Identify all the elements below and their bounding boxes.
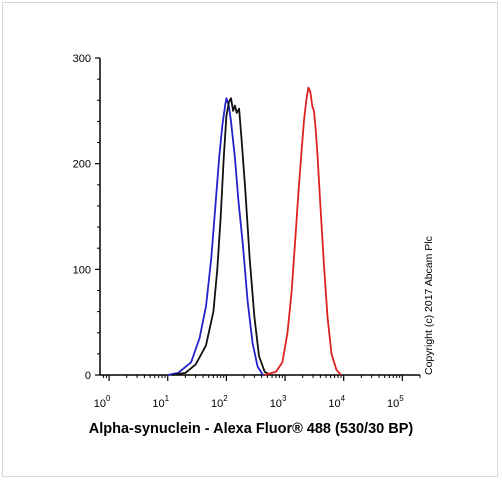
- x-tick-label: 100: [94, 394, 111, 410]
- y-tick-label: 100: [73, 264, 91, 276]
- x-tick-label: 101: [152, 394, 169, 410]
- series-line-3: [264, 86, 342, 376]
- y-tick-label: 0: [85, 370, 91, 382]
- x-tick-label: 104: [328, 394, 345, 410]
- series-line-2: [172, 97, 271, 376]
- y-tick-label: 300: [73, 53, 91, 65]
- chart-frame: [2, 2, 498, 477]
- y-tick-label: 200: [73, 159, 91, 171]
- x-axis-label: Alpha-synuclein - Alexa Fluor® 488 (530/…: [88, 421, 414, 437]
- series-line-1: [167, 97, 264, 376]
- x-tick-label: 103: [270, 394, 287, 410]
- copyright-annotation: Copyright (c) 2017 Abcam Plc: [423, 236, 435, 375]
- x-tick-label: 105: [387, 394, 404, 410]
- x-tick-label: 102: [211, 394, 228, 410]
- series-layer: [167, 86, 342, 376]
